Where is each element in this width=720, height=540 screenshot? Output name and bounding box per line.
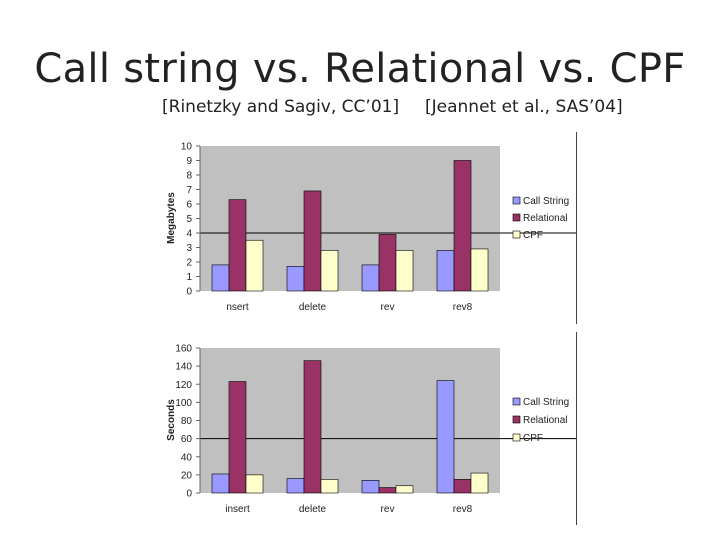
chart0-bar-relational-rev (378, 234, 397, 292)
divider-line-bottom (576, 332, 577, 525)
chart1-legend-label: Call String (523, 397, 569, 408)
chart1-bar-cpf-delete (320, 479, 339, 494)
chart0-bar-call-string-rev (361, 264, 380, 292)
chart0-category-label: rev8 (453, 302, 473, 313)
chart0-bar-cpf-insert (245, 239, 264, 292)
chart1-ytick-label: 0 (186, 489, 192, 500)
chart0-ytick-label: 3 (186, 243, 192, 254)
chart0-bar-call-string-rev8 (436, 250, 455, 292)
chart0-ytick-label: 6 (186, 200, 192, 211)
chart0-legend-label: CPF (523, 230, 543, 241)
chart1-bar-relational-delete (303, 360, 322, 494)
chart0-category-label: nsert (226, 302, 248, 313)
chart1-legend-label: Relational (523, 415, 567, 426)
chart1-legend-swatch (512, 433, 521, 442)
chart1-y-axis-label: Seconds (166, 399, 177, 441)
chart0-y-axis-label: Megabytes (166, 192, 177, 244)
chart0-bar-relational-rev8 (453, 160, 472, 292)
citation-rinetzky-sagiv: [Rinetzky and Sagiv, CC’01] (162, 97, 400, 117)
chart0-legend-swatch (512, 196, 521, 205)
chart1-ytick-label: 60 (181, 434, 193, 445)
chart0-ytick-label: 0 (186, 287, 192, 298)
chart1-ytick-label: 100 (175, 398, 192, 409)
chart0-legend-swatch (512, 230, 521, 239)
chart0-ytick-label: 7 (186, 185, 192, 196)
chart1-bar-call-string-insert (211, 473, 230, 494)
chart0-category-label: delete (299, 302, 327, 313)
chart1-ytick-label: 20 (181, 470, 193, 481)
chart1-bar-call-string-delete (286, 478, 305, 494)
citation-jeannet: [Jeannet et al., SAS’04] (425, 97, 623, 117)
chart0-legend-swatch (512, 213, 521, 222)
chart1-bar-call-string-rev (361, 480, 380, 494)
chart1-category-label: insert (225, 504, 250, 515)
chart1-category-label: delete (299, 504, 327, 515)
chart0-bar-relational-insert (228, 199, 247, 292)
chart1-bar-relational-rev8 (453, 479, 472, 494)
chart1-category-label: rev8 (453, 504, 473, 515)
chart1-bar-cpf-insert (245, 474, 264, 494)
chart0-category-label: rev (381, 302, 395, 313)
chart0-legend-label: Relational (523, 213, 567, 224)
chart1-ytick-label: 120 (175, 380, 192, 391)
chart1-bar-relational-rev (378, 487, 397, 494)
chart1-bar-relational-insert (228, 381, 247, 494)
slide-title: Call string vs. Relational vs. CPF (34, 46, 686, 92)
chart0-ytick-label: 10 (181, 142, 193, 153)
chart1-bar-cpf-rev (395, 485, 414, 494)
chart0-ytick-label: 4 (186, 229, 192, 240)
chart0-ytick-label: 1 (186, 272, 192, 283)
chart1-legend-swatch (512, 415, 521, 424)
chart0-bar-call-string-delete (286, 266, 305, 292)
chart1-bar-call-string-rev8 (436, 380, 455, 494)
chart0-bar-relational-delete (303, 190, 322, 292)
chart0-ytick-label: 8 (186, 171, 192, 182)
chart0-legend-label: Call String (523, 196, 569, 207)
chart1-category-label: rev (381, 504, 395, 515)
chart0-ytick-label: 2 (186, 258, 192, 269)
chart1-ytick-label: 160 (175, 344, 192, 355)
chart0-ytick-label: 9 (186, 156, 192, 167)
chart1-legend-swatch (512, 397, 521, 406)
chart0-ytick-label: 5 (186, 214, 192, 225)
divider-line-top (576, 132, 577, 324)
chart0-bar-call-string-insert (211, 264, 230, 292)
chart1-ytick-label: 40 (181, 452, 193, 463)
chart0-bar-cpf-delete (320, 250, 339, 292)
chart1-ytick-label: 80 (181, 416, 193, 427)
chart1-bar-cpf-rev8 (470, 472, 489, 494)
chart1-ytick-label: 140 (175, 362, 192, 373)
chart0-bar-cpf-rev (395, 250, 414, 292)
chart0-bar-cpf-rev8 (470, 248, 489, 292)
chart1-legend-label: CPF (523, 433, 543, 444)
